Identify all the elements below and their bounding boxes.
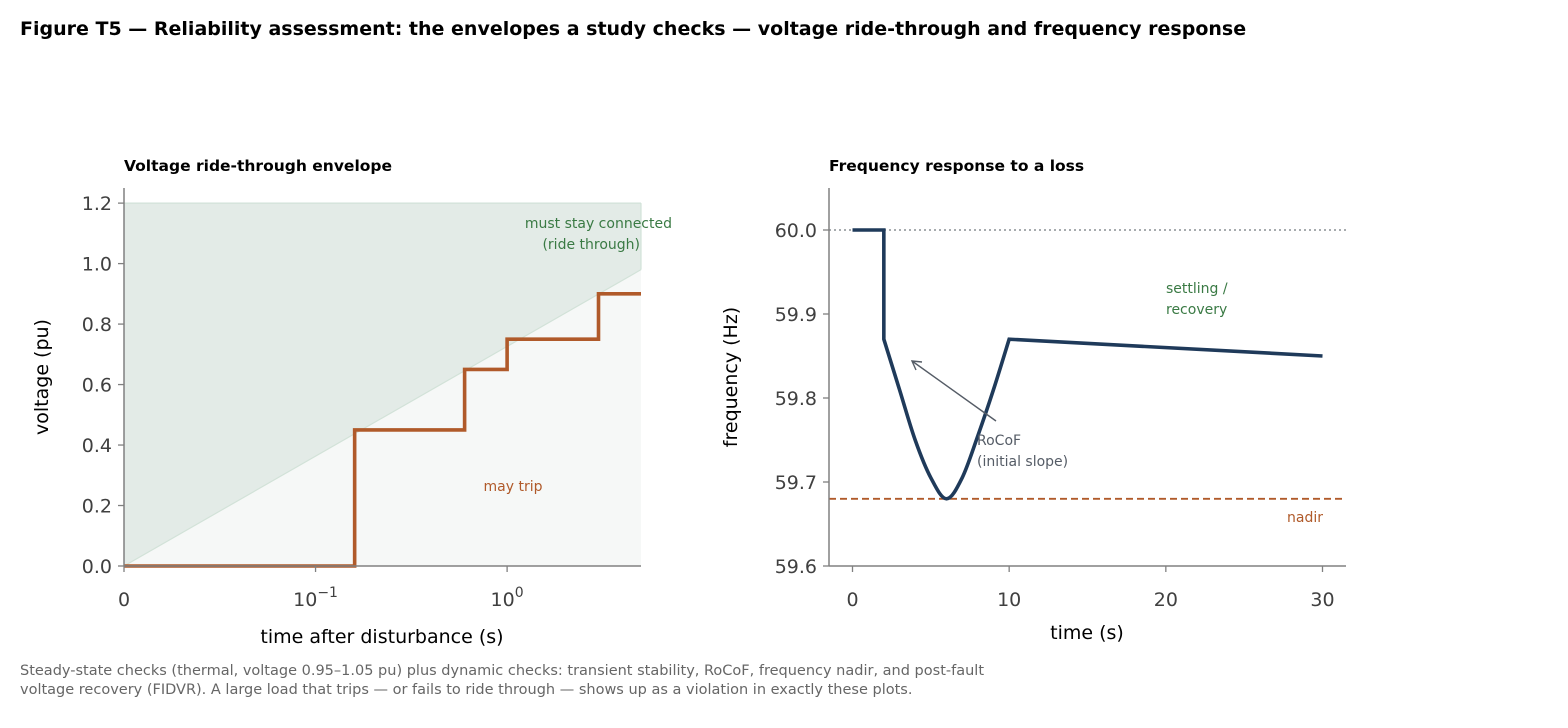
figure-title: Figure T5 — Reliability assessment: the … [20, 18, 1247, 40]
frequency-y-tick-label: 60.0 [775, 220, 817, 242]
voltage-y-tick-label: 0.6 [82, 375, 112, 397]
frequency-y-tick-label: 59.7 [775, 472, 817, 494]
frequency-y-tick-label: 59.8 [775, 388, 817, 410]
frequency-y-tick-label: 59.9 [775, 304, 817, 326]
annotation-rocof: RoCoF [977, 433, 1021, 449]
frequency-series [852, 228, 1323, 501]
voltage-series [124, 292, 641, 568]
must-stay-connected-region [124, 203, 641, 566]
region-boundary-line [123, 269, 642, 567]
voltage-x-tick-label: 0 [118, 589, 130, 611]
frequency-x-tick-label: 20 [1154, 589, 1178, 611]
frequency-reference-lines [829, 229, 1346, 500]
voltage-regions [123, 202, 642, 567]
annotation-settling: settling / [1166, 281, 1228, 297]
voltage-y-tick-label: 1.2 [82, 193, 112, 215]
voltage-panel-title: Voltage ride-through envelope [124, 157, 392, 175]
rocof-arrowhead-icon [910, 360, 923, 371]
frequency-x-axis-label: time (s) [1050, 622, 1124, 644]
frequency-panel-title: Frequency response to a loss [829, 157, 1084, 175]
frequency-trace-line [852, 228, 1323, 501]
voltage-x-axis-label: time after disturbance (s) [260, 626, 503, 648]
ride-through-step-line [124, 292, 641, 568]
voltage-ride-through-panel: Voltage ride-through envelope 0.00.20.40… [31, 157, 672, 648]
voltage-x-tick-label: 10−1 [293, 585, 338, 611]
annotation-must-stay-connected: must stay connected [525, 216, 672, 232]
voltage-y-tick-label: 0.4 [82, 435, 112, 457]
frequency-ticks: 59.6 59.7 59.8 59.9 60.0 0 10 20 30 [775, 220, 1335, 611]
frequency-y-axis-label: frequency (Hz) [720, 307, 742, 447]
voltage-ticks: 0.0 0.2 0.4 0.6 0.8 1.0 1.2 0 10−1 100 [82, 193, 524, 611]
voltage-y-tick-label: 0.0 [82, 556, 112, 578]
annotation-may-trip: may trip [484, 479, 543, 495]
voltage-x-tick-label: 100 [491, 585, 524, 611]
annotation-ride-through: (ride through) [542, 237, 640, 253]
voltage-y-axis-label: voltage (pu) [31, 319, 53, 435]
frequency-x-tick-label: 0 [846, 589, 858, 611]
annotation-nadir: nadir [1287, 510, 1323, 526]
frequency-axes [828, 188, 1346, 567]
frequency-x-tick-label: 30 [1310, 589, 1334, 611]
caption-line-2: voltage recovery (FIDVR). A large load t… [20, 682, 913, 698]
frequency-x-tick-label: 10 [997, 589, 1021, 611]
annotation-initial-slope: (initial slope) [977, 454, 1068, 470]
voltage-y-tick-label: 0.8 [82, 314, 112, 336]
figure-caption: Steady-state checks (thermal, voltage 0.… [20, 662, 1520, 700]
voltage-axes [123, 188, 641, 567]
caption-line-1: Steady-state checks (thermal, voltage 0.… [20, 663, 985, 679]
voltage-y-tick-label: 1.0 [82, 254, 112, 276]
frequency-y-tick-label: 59.6 [775, 556, 817, 578]
voltage-y-tick-label: 0.2 [82, 496, 112, 518]
frequency-response-panel: Frequency response to a loss 59.659.759.… [720, 157, 1346, 644]
rocof-arrow [911, 360, 997, 422]
annotation-recovery: recovery [1166, 302, 1227, 318]
